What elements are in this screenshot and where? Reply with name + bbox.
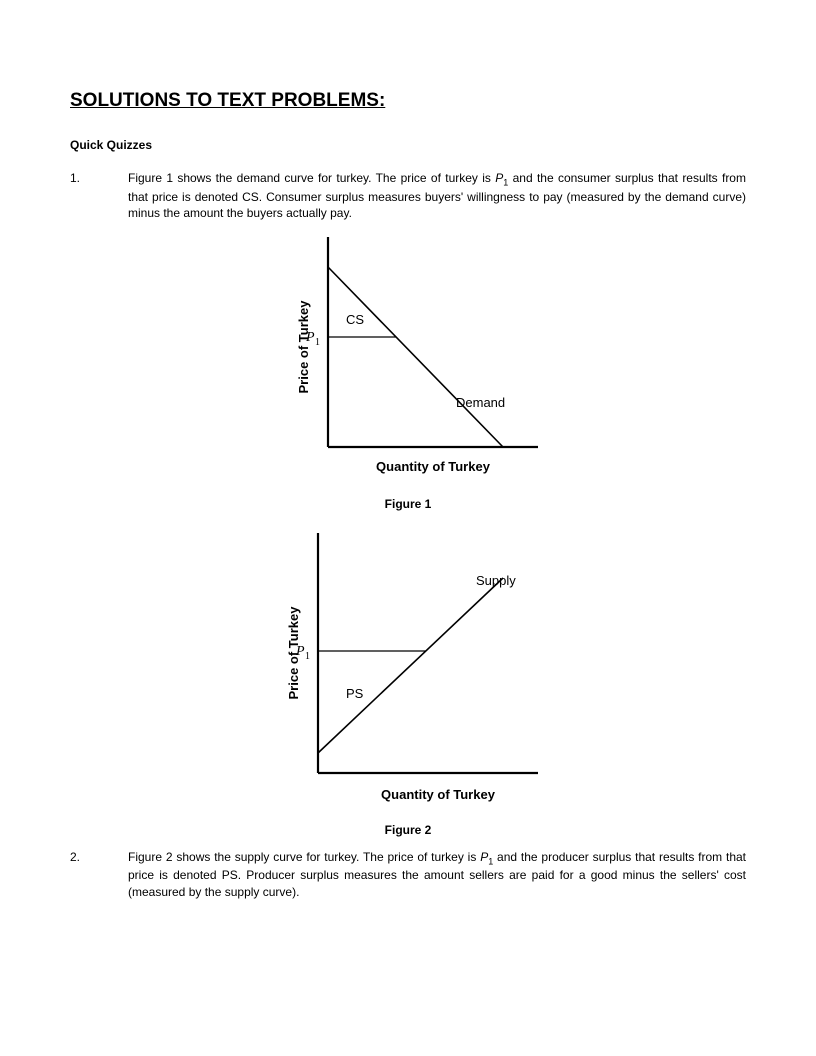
figure-2-caption: Figure 2 — [70, 823, 746, 837]
item-text: Figure 2 shows the supply curve for turk… — [128, 849, 746, 900]
text-segment: Figure 2 shows the supply curve for turk… — [128, 850, 480, 864]
demand-curve — [328, 267, 503, 447]
item-text: Figure 1 shows the demand curve for turk… — [128, 170, 746, 221]
x-axis-label: Quantity of Turkey — [376, 459, 491, 474]
p1-sub: 1 — [305, 651, 310, 662]
list-item: 1. Figure 1 shows the demand curve for t… — [70, 170, 746, 221]
cs-label: CS — [346, 312, 364, 327]
figure-2-chart: Price of Turkey P 1 PS Supply Quantity o… — [238, 523, 578, 813]
item-number: 1. — [70, 170, 128, 221]
figure-1: Price of Turkey P 1 CS Demand Quantity o… — [70, 227, 746, 511]
ps-label: PS — [346, 686, 364, 701]
y-axis-label: Price of Turkey — [296, 300, 311, 394]
figure-1-chart: Price of Turkey P 1 CS Demand Quantity o… — [248, 227, 568, 487]
x-axis-label: Quantity of Turkey — [381, 787, 496, 802]
list-item: 2. Figure 2 shows the supply curve for t… — [70, 849, 746, 900]
variable-p: P — [480, 850, 488, 864]
supply-curve — [318, 578, 503, 753]
demand-label: Demand — [456, 395, 505, 410]
p1-label: P — [305, 330, 315, 345]
figure-1-caption: Figure 1 — [70, 497, 746, 511]
text-segment: Figure 1 shows the demand curve for turk… — [128, 171, 495, 185]
section-subhead: Quick Quizzes — [70, 138, 746, 152]
figure-2: Price of Turkey P 1 PS Supply Quantity o… — [70, 523, 746, 837]
p1-sub: 1 — [315, 337, 320, 348]
page-title: SOLUTIONS TO TEXT PROBLEMS: — [70, 90, 746, 112]
supply-label: Supply — [476, 573, 516, 588]
item-number: 2. — [70, 849, 128, 900]
p1-label: P — [295, 644, 305, 659]
